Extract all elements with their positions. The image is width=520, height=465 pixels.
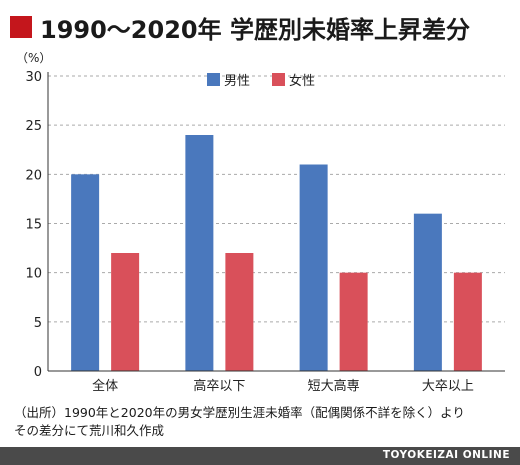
x-tick-label: 短大高専 <box>308 378 360 394</box>
y-tick-label: 15 <box>25 218 42 233</box>
chart-title: 1990〜2020年 学歴別未婚率上昇差分 <box>40 15 470 44</box>
legend-label: 男性 <box>224 74 250 89</box>
y-tick-label: 5 <box>34 316 42 331</box>
x-tick-label: 全体 <box>92 378 118 394</box>
title-marker <box>10 16 32 38</box>
credit-bar: TOYOKEIZAI ONLINE <box>0 447 520 465</box>
bar-female <box>339 272 368 371</box>
title-row: 1990〜2020年 学歴別未婚率上昇差分 <box>10 12 470 44</box>
bar-male <box>299 164 328 371</box>
x-tick-label: 大卒以上 <box>422 379 474 394</box>
bars <box>71 135 482 371</box>
legend-swatch <box>207 73 220 86</box>
bar-female <box>111 253 140 371</box>
legend-label: 女性 <box>289 73 315 89</box>
x-tick-label: 高卒以下 <box>193 378 245 394</box>
bar-chart: 0 5 10 15 20 25 30 （%） 全体 高卒以下 短大高専 大卒以上 男性 女性 <box>16 51 505 394</box>
bar-female <box>225 253 254 371</box>
y-tick-label: 20 <box>25 168 42 183</box>
y-tick-label: 10 <box>25 267 42 282</box>
source-note-line-1: （出所）1990年と2020年の男女学歴別生涯未婚率（配偶関係不詳を除く）より <box>14 405 465 420</box>
legend: 男性 女性 <box>207 73 315 89</box>
y-tick-label: 0 <box>34 365 42 380</box>
legend-swatch <box>272 73 285 86</box>
y-unit-label: （%） <box>16 51 51 65</box>
bar-male <box>71 174 100 371</box>
y-tick-label: 30 <box>25 70 42 85</box>
axes: 0 5 10 15 20 25 30 （%） 全体 高卒以下 短大高専 大卒以上 <box>16 51 505 394</box>
bar-male <box>185 135 214 371</box>
y-tick-label: 25 <box>25 119 42 134</box>
credit-text: TOYOKEIZAI ONLINE <box>382 449 510 461</box>
source-note-line-2: その差分にて荒川和久作成 <box>14 423 165 438</box>
bar-female <box>453 272 482 371</box>
bar-male <box>413 213 442 371</box>
source-note: （出所）1990年と2020年の男女学歴別生涯未婚率（配偶関係不詳を除く）より … <box>14 404 465 440</box>
